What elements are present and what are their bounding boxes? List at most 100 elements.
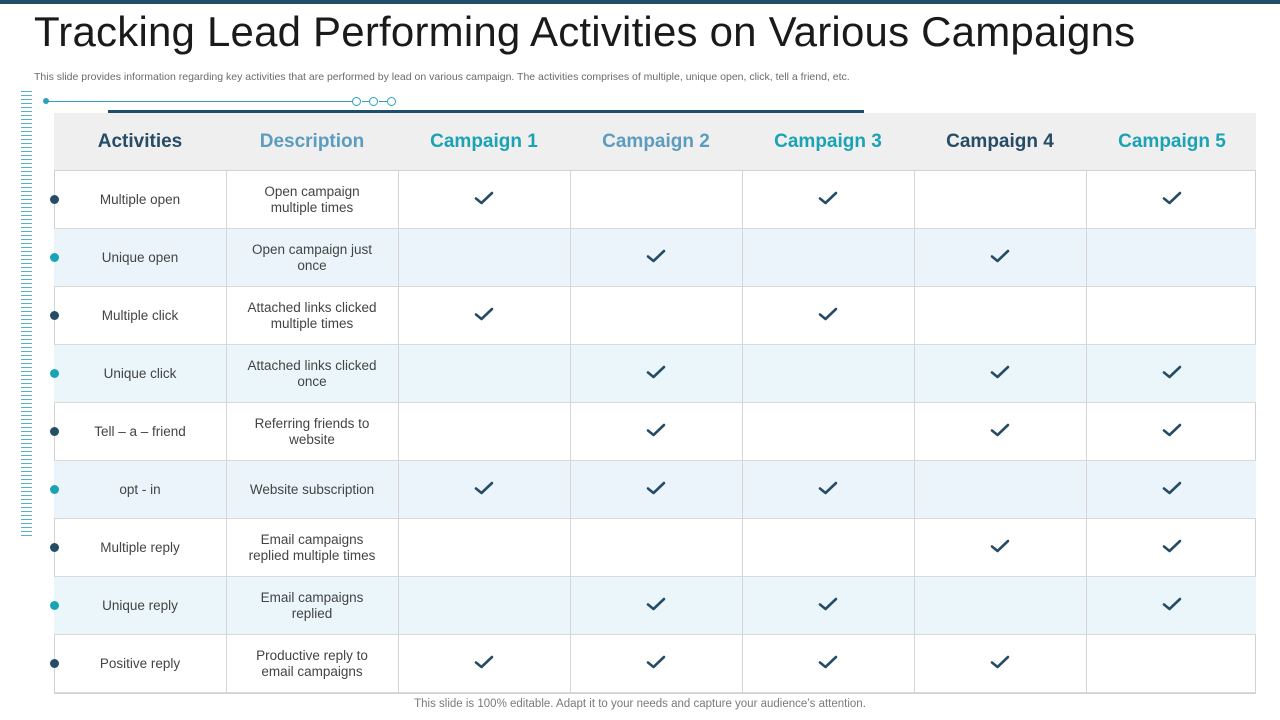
campaign-cell (398, 229, 570, 286)
decorative-stripe (21, 91, 32, 539)
checkmark-icon (818, 596, 838, 616)
campaign-cell (742, 403, 914, 460)
column-header: Campaign 4 (946, 131, 1054, 152)
slide-title: Tracking Lead Performing Activities on V… (34, 8, 1136, 55)
decorative-circle (369, 97, 378, 106)
checkmark-icon (990, 654, 1010, 674)
campaign-cell (570, 577, 742, 634)
table-header-row: Activities Description Campaign 1 Campaign … (54, 113, 1256, 171)
footer-note: This slide is 100% editable. Adapt it to… (414, 698, 866, 710)
campaign-cell (398, 461, 570, 518)
checkmark-icon (1162, 538, 1182, 558)
campaign-cell (570, 345, 742, 402)
decorative-link (379, 101, 387, 102)
campaign-cell (1086, 171, 1258, 228)
checkmark-icon (1162, 364, 1182, 384)
campaign-cell (398, 171, 570, 228)
column-header: Description (259, 131, 365, 152)
checkmark-icon (990, 364, 1010, 384)
column-header: Campaign 2 (602, 131, 710, 152)
checkmark-icon (818, 306, 838, 326)
activity-cell: Multiple open (99, 191, 181, 207)
description-cell: Email campaigns replied (260, 589, 364, 621)
table-row: Multiple reply Email campaigns replied mu… (54, 519, 1256, 577)
checkmark-icon (818, 190, 838, 210)
campaign-cell (1086, 287, 1258, 344)
description-cell: Attached links clicked once (247, 357, 377, 389)
bullet-dot-icon (50, 485, 59, 494)
campaign-cell (398, 403, 570, 460)
campaign-cell (742, 229, 914, 286)
campaign-cell (914, 229, 1086, 286)
campaign-cell (1086, 577, 1258, 634)
table-row: Positive reply Productive reply to email … (54, 635, 1256, 693)
activity-cell: Unique reply (102, 597, 178, 613)
activity-cell: Positive reply (99, 655, 181, 671)
checkmark-icon (474, 306, 494, 326)
campaign-cell (914, 461, 1086, 518)
campaign-cell (742, 287, 914, 344)
activity-cell: Unique click (103, 365, 177, 381)
checkmark-icon (990, 538, 1010, 558)
campaign-cell (1086, 403, 1258, 460)
activity-cell: opt - in (119, 481, 161, 497)
table-row: opt - in Website subscription (54, 461, 1256, 519)
column-divider (1086, 171, 1087, 694)
checkmark-icon (990, 422, 1010, 442)
campaign-cell (570, 229, 742, 286)
description-cell: Open campaign multiple times (264, 183, 360, 215)
decorative-circle (387, 97, 396, 106)
campaign-cell (570, 171, 742, 228)
table-row: Unique open Open campaign just once (54, 229, 1256, 287)
campaign-cell (742, 171, 914, 228)
campaign-cell (1086, 345, 1258, 402)
column-header: Campaign 3 (774, 131, 882, 152)
checkmark-icon (474, 480, 494, 500)
campaign-cell (570, 403, 742, 460)
checkmark-icon (990, 248, 1010, 268)
checkmark-icon (1162, 480, 1182, 500)
top-accent-bar (0, 0, 1280, 4)
description-cell: Referring friends to website (254, 415, 370, 447)
campaign-cell (742, 519, 914, 576)
bullet-dot-icon (50, 253, 59, 262)
checkmark-icon (646, 422, 666, 442)
decorative-circle (352, 97, 361, 106)
checkmark-icon (646, 480, 666, 500)
table-row: Multiple click Attached links clicked mul… (54, 287, 1256, 345)
checkmark-icon (646, 364, 666, 384)
activity-cell: Unique open (101, 249, 179, 265)
campaign-cell (398, 287, 570, 344)
campaign-cell (914, 345, 1086, 402)
bullet-dot-icon (50, 369, 59, 378)
header-accent-bar (108, 110, 864, 113)
activity-cell: Multiple click (101, 307, 179, 323)
column-header: Campaign 5 (1118, 131, 1226, 152)
checkmark-icon (474, 190, 494, 210)
slide-subtitle: This slide provides information regardin… (34, 71, 850, 83)
column-divider (570, 171, 571, 694)
campaign-cell (398, 519, 570, 576)
table-row: Unique click Attached links clicked once (54, 345, 1256, 403)
table-row: Unique reply Email campaigns replied (54, 577, 1256, 635)
campaign-cell (1086, 229, 1258, 286)
campaign-cell (742, 635, 914, 692)
campaign-cell (742, 461, 914, 518)
campaign-cell (914, 635, 1086, 692)
bullet-dot-icon (50, 311, 59, 320)
campaign-cell (1086, 461, 1258, 518)
checkmark-icon (1162, 596, 1182, 616)
campaign-cell (914, 403, 1086, 460)
campaign-cell (914, 577, 1086, 634)
campaign-cell (570, 635, 742, 692)
column-header: Campaign 1 (430, 131, 538, 152)
column-header: Activities (97, 131, 183, 152)
bullet-dot-icon (50, 427, 59, 436)
checkmark-icon (474, 654, 494, 674)
campaign-cell (398, 345, 570, 402)
checkmark-icon (1162, 190, 1182, 210)
activity-cell: Multiple reply (100, 539, 180, 555)
column-divider (398, 171, 399, 694)
table-row: Tell – a – friend Referring friends to we… (54, 403, 1256, 461)
column-divider (226, 171, 227, 694)
